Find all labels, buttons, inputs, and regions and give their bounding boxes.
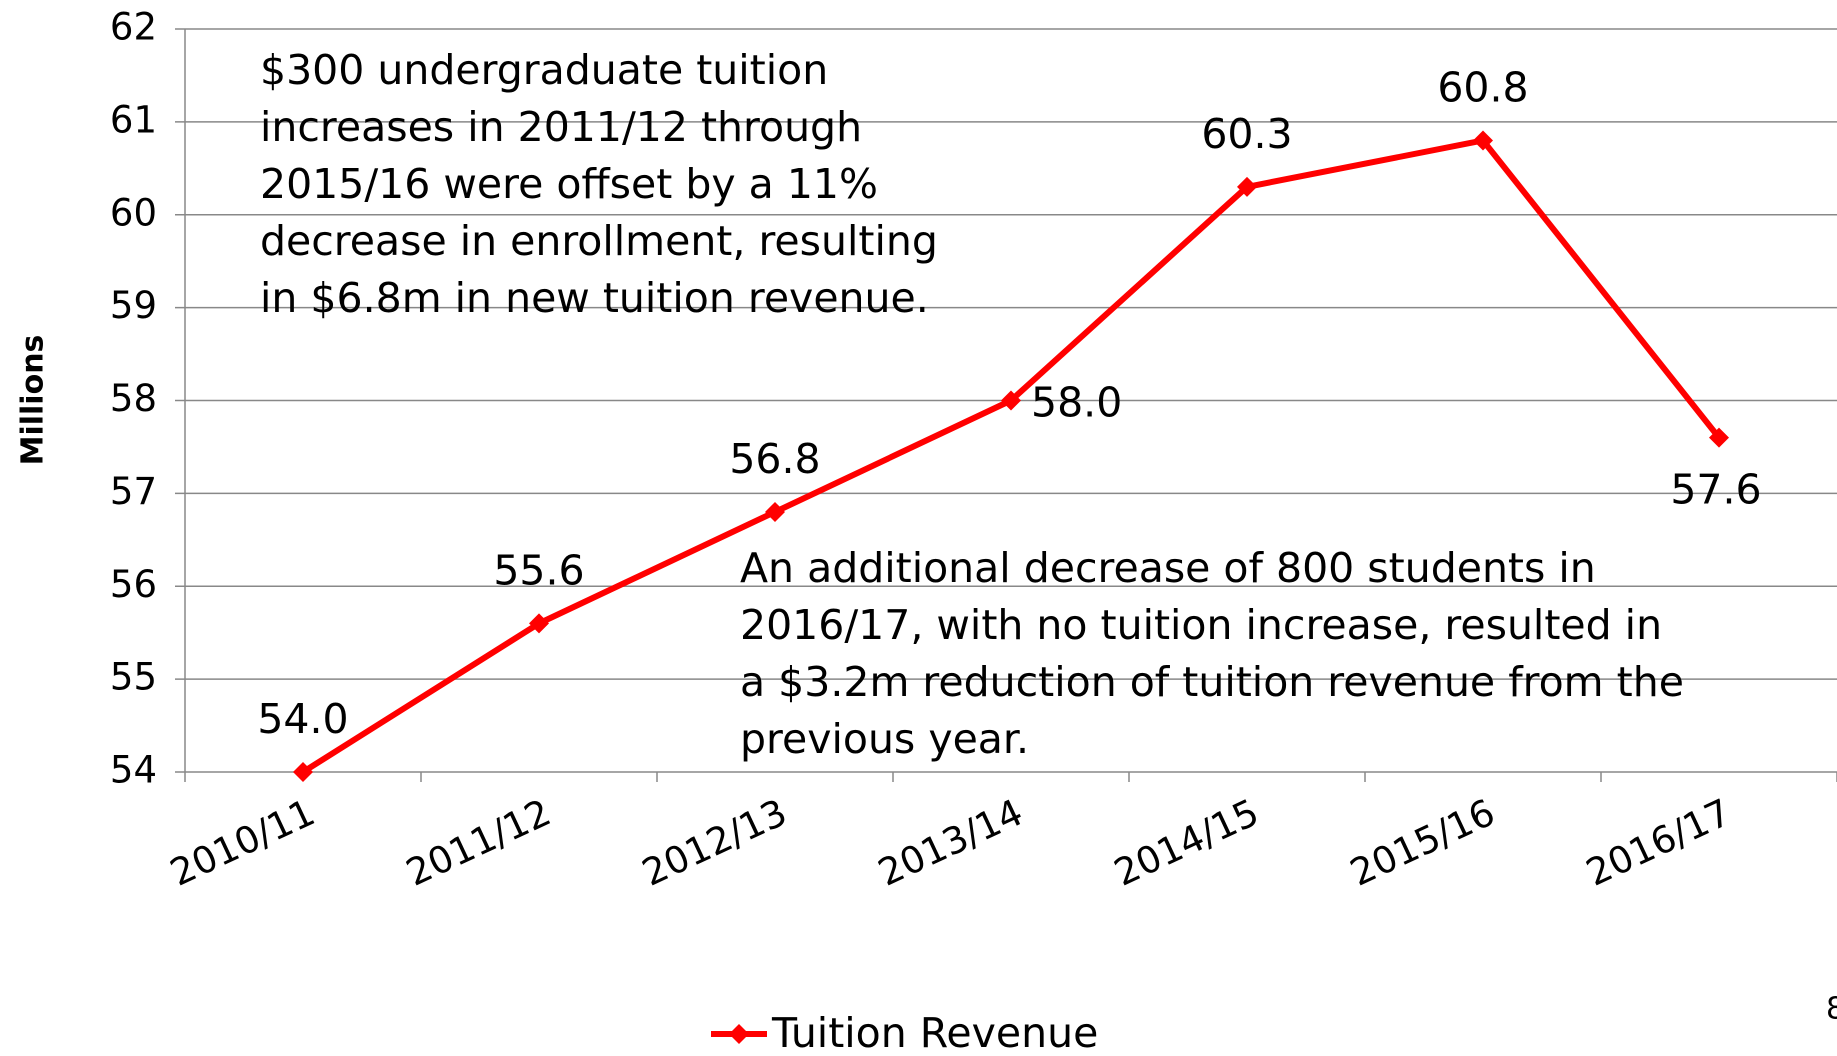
marker: [1237, 176, 1257, 197]
x-tick-label: 2016/17: [1580, 791, 1737, 895]
x-tick-label: 2014/15: [1108, 791, 1265, 895]
x-tick-label: 2013/14: [872, 791, 1029, 895]
legend-label: Tuition Revenue: [771, 1009, 1098, 1056]
x-tick-label: 2010/11: [164, 791, 321, 895]
data-label: 60.8: [1437, 63, 1528, 111]
y-tick-label: 55: [110, 656, 157, 699]
data-label: 60.3: [1201, 110, 1292, 158]
x-tick-label: 2012/13: [636, 791, 793, 895]
y-tick-label: 61: [110, 98, 157, 141]
y-tick-label: 59: [110, 284, 157, 327]
data-label: 57.6: [1670, 466, 1761, 514]
x-tick-label: 2011/12: [400, 791, 557, 895]
annotation: a $3.2m reduction of tuition revenue fro…: [740, 658, 1684, 706]
y-tick-label: 60: [110, 191, 157, 234]
marker: [765, 501, 785, 522]
annotation: previous year.: [740, 715, 1029, 763]
y-tick-label: 57: [110, 470, 157, 513]
y-tick-label: 58: [110, 377, 157, 420]
annotation: $300 undergraduate tuition: [260, 46, 828, 94]
annotation: An additional decrease of 800 students i…: [740, 544, 1596, 592]
data-label: 58.0: [1031, 379, 1122, 427]
y-tick-label: 54: [110, 749, 157, 792]
x-tick-label: 2015/16: [1344, 791, 1501, 895]
marker: [529, 613, 549, 634]
annotation: in $6.8m in new tuition revenue.: [260, 274, 929, 322]
marker: [1709, 427, 1729, 448]
data-label: 55.6: [493, 546, 584, 594]
annotation: decrease in enrollment, resulting: [260, 217, 938, 265]
data-label: 56.8: [729, 435, 820, 483]
marker: [293, 762, 313, 782]
annotation: 2016/17, with no tuition increase, resul…: [740, 601, 1662, 649]
y-tick-label: 62: [110, 6, 157, 49]
marker: [1001, 390, 1021, 411]
y-tick-label: 56: [110, 563, 157, 606]
annotation: 2015/16 were offset by a 11%: [260, 160, 878, 208]
page-number: 8: [1826, 992, 1837, 1027]
annotation: increases in 2011/12 through: [260, 103, 862, 151]
y-axis-label: Millions: [16, 335, 51, 466]
marker: [1473, 130, 1493, 151]
data-label: 54.0: [257, 695, 348, 743]
legend-marker: [729, 1024, 749, 1044]
